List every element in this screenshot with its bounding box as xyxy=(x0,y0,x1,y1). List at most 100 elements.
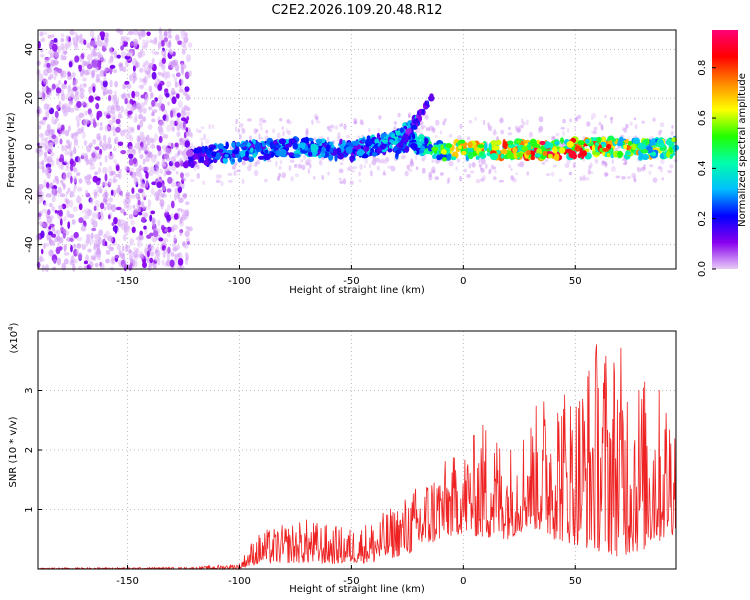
spectrogram-noise-point xyxy=(76,120,80,128)
spectrogram-noise-point xyxy=(148,170,154,176)
spectrogram-ridge-point xyxy=(601,136,607,142)
spectrogram-noise-point xyxy=(103,75,107,82)
spectrogram-branch-point xyxy=(405,128,412,135)
spectrogram-halo-point xyxy=(359,164,363,170)
spectrogram-ridge-point xyxy=(525,149,531,156)
spectrogram-halo-point xyxy=(404,170,409,177)
spectrogram-halo-point xyxy=(211,124,215,129)
spectrogram-noise-point xyxy=(61,144,65,152)
spectrogram-noise-point xyxy=(49,87,55,92)
spectrogram-halo-point xyxy=(625,123,629,129)
spectrogram-ridge-point xyxy=(263,153,272,161)
spectrogram-noise-point xyxy=(110,170,116,176)
spectrogram-ridge-point xyxy=(315,138,323,144)
spectrogram-noise-point xyxy=(124,98,128,105)
spectrogram-halo-point xyxy=(517,126,521,132)
spectrogram-noise-point xyxy=(160,103,166,112)
spectrogram-noise-point xyxy=(104,124,110,132)
spectrogram-halo-point xyxy=(349,180,354,186)
spectrogram-ridge-point xyxy=(307,151,313,157)
spectrogram-halo-point xyxy=(287,130,291,136)
spectrogram-halo-point xyxy=(498,179,504,183)
colorbar-tick-label: 0.6 xyxy=(697,110,708,126)
spectrogram-noise-point xyxy=(185,201,190,206)
spectrogram-noise-point xyxy=(63,173,67,181)
spectrogram-noise-point xyxy=(170,164,177,172)
spectrogram-noise-point xyxy=(39,31,44,37)
spectrogram-halo-point xyxy=(315,115,319,121)
spectrogram-noise-point xyxy=(166,252,171,260)
spectrogram-noise-point xyxy=(58,157,65,163)
spectrogram-halo-point xyxy=(671,124,674,129)
spectrogram-ridge-point xyxy=(516,139,521,144)
spectrogram-halo-point xyxy=(522,121,526,126)
spectrogram-halo-point xyxy=(585,177,590,181)
spectrogram-noise-point xyxy=(181,49,186,55)
spectrogram-halo-point xyxy=(259,117,263,123)
spectrogram-halo-point xyxy=(318,159,323,166)
spectrogram-noise-point xyxy=(131,226,136,233)
spectrogram-halo-point xyxy=(215,179,221,184)
spectrogram-noise-point xyxy=(108,119,114,126)
spectrogram-noise-point xyxy=(115,187,122,193)
spectrogram-noise-point xyxy=(105,258,110,264)
spectrogram-noise-point xyxy=(167,34,173,39)
spectrogram-noise-point xyxy=(171,73,176,78)
spectrogram-noise-point xyxy=(85,189,89,196)
spectrogram-noise-point xyxy=(102,91,106,97)
spectrogram-noise-point xyxy=(114,173,120,178)
spectrogram-halo-point xyxy=(456,158,461,163)
spectrogram-noise-point xyxy=(173,234,177,242)
spectrogram-halo-point xyxy=(500,129,505,135)
spectrogram-noise-point xyxy=(66,91,73,100)
spectrogram-ridge-point xyxy=(249,147,254,153)
spectrogram-noise-point xyxy=(175,182,181,188)
spectrogram-noise-point xyxy=(122,66,127,73)
spectrogram-noise-point xyxy=(41,160,45,167)
spectrogram-noise-point xyxy=(115,118,121,125)
spectrogram-halo-point xyxy=(538,125,544,132)
spectrogram-noise-point xyxy=(44,151,48,159)
spectrogram-noise-point xyxy=(132,250,138,258)
spectrogram-noise-point xyxy=(167,41,172,49)
spectrogram-noise-point xyxy=(157,71,162,76)
spectrogram-halo-point xyxy=(468,163,472,169)
spectrogram-noise-point xyxy=(81,152,85,160)
spectrogram-noise-point xyxy=(177,100,183,109)
spectrogram-noise-point xyxy=(41,37,46,42)
spectrogram-noise-point xyxy=(183,154,189,161)
spectrogram-noise-point xyxy=(70,132,75,139)
spectrogram-noise-point xyxy=(173,253,179,258)
spectrogram-ridge-point xyxy=(666,151,671,158)
spectrogram-noise-point xyxy=(73,259,78,264)
spectrogram-halo-point xyxy=(234,161,238,167)
spectrogram-halo-point xyxy=(253,128,258,135)
spectrogram-halo-point xyxy=(582,174,587,181)
spectrogram-ridge-point xyxy=(224,154,229,158)
spectrogram-noise-point xyxy=(98,229,103,236)
spectrogram-noise-point xyxy=(92,121,97,128)
spectrogram-noise-point xyxy=(50,34,55,38)
spectrogram-noise-point xyxy=(102,80,108,88)
spectrogram-ridge-point xyxy=(231,141,236,148)
spectrogram-noise-point xyxy=(110,51,115,56)
spectrogram-noise-point xyxy=(76,91,80,96)
spectrogram-ridge-point xyxy=(186,149,194,157)
spectrogram-ridge-point xyxy=(473,144,477,152)
spectrogram-ridge-point xyxy=(649,140,655,146)
spectrogram-halo-point xyxy=(633,117,637,121)
spectrogram-noise-point xyxy=(151,118,156,123)
spectrogram-halo-point xyxy=(562,130,565,137)
spectrogram-ridge-point xyxy=(292,142,298,150)
spectrogram-noise-point xyxy=(138,211,143,216)
spectrogram-noise-point xyxy=(76,101,82,108)
spectrogram-noise-point xyxy=(113,98,120,105)
spectrogram-noise-point xyxy=(136,102,142,110)
spectrogram-noise-point xyxy=(84,176,91,184)
spectrogram-ridge-point xyxy=(231,158,236,163)
spectrogram-noise-point xyxy=(142,39,146,47)
spectrogram-noise-point xyxy=(145,60,149,66)
spectrogram-ridge-point xyxy=(594,142,600,147)
spectrogram-noise-point xyxy=(67,84,72,93)
spectrogram-noise-point xyxy=(47,34,52,39)
